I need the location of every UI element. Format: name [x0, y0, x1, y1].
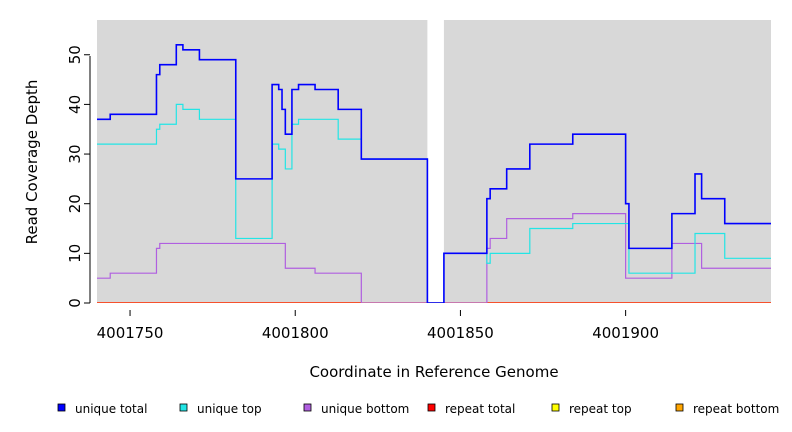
x-tick-label: 4001800 — [262, 324, 329, 342]
y-tick-label: 20 — [66, 194, 84, 213]
legend-label: unique total — [75, 402, 147, 416]
y-tick-label: 40 — [66, 95, 84, 114]
y-axis-ticks: 0 10 20 30 40 50 — [66, 45, 90, 308]
legend-label: unique bottom — [321, 402, 409, 416]
legend-swatch — [551, 403, 560, 412]
x-tick-label: 4001750 — [97, 324, 164, 342]
series-unique-total-line — [97, 44, 771, 303]
y-tick-label: 50 — [66, 45, 84, 64]
legend-swatch — [675, 403, 684, 412]
legend-label: repeat bottom — [693, 402, 779, 416]
x-tick-label: 4001900 — [592, 324, 659, 342]
x-axis-ticks: 4001750 4001800 4001850 4001900 — [97, 310, 659, 342]
legend-label: unique top — [197, 402, 262, 416]
series-unique-bottom-line — [97, 213, 771, 303]
series-layer — [97, 44, 771, 303]
x-tick-label: 4001850 — [427, 324, 494, 342]
legend-swatch — [179, 403, 188, 412]
legend: unique total unique top unique bottom repea… — [57, 402, 779, 416]
legend-swatch — [303, 403, 312, 412]
y-tick-label: 10 — [66, 244, 84, 263]
legend-swatch — [57, 403, 66, 412]
legend-swatch — [427, 403, 436, 412]
legend-label: repeat top — [569, 402, 632, 416]
gap-region — [427, 20, 444, 303]
series-unique-top-line — [97, 103, 771, 303]
legend-label: repeat total — [445, 402, 515, 416]
y-tick-label: 30 — [66, 145, 84, 164]
y-axis-title: Read Coverage Depth — [23, 80, 41, 245]
x-axis-title: Coordinate in Reference Genome — [309, 363, 558, 381]
y-tick-label: 0 — [66, 298, 84, 308]
